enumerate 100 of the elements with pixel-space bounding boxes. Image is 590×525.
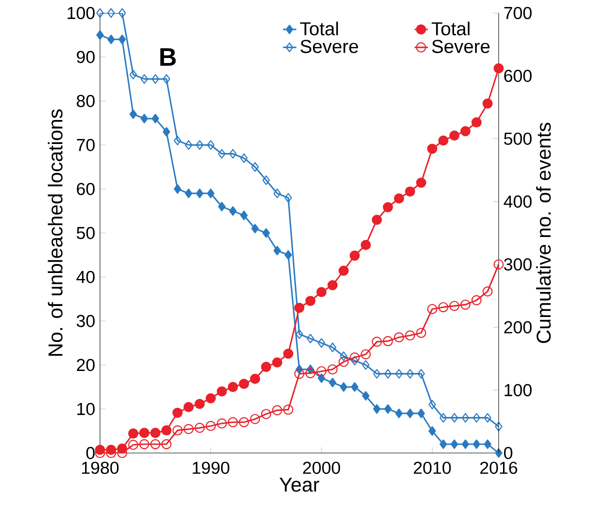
- point: [417, 408, 425, 418]
- point: [96, 8, 104, 18]
- point: [283, 348, 294, 359]
- y2-tick-label: 500: [504, 132, 532, 145]
- point: [240, 153, 248, 163]
- point: [360, 349, 371, 360]
- point: [251, 162, 259, 172]
- point: [229, 148, 237, 159]
- y-tick-label: 0: [86, 446, 95, 460]
- point: [294, 368, 304, 379]
- point: [207, 188, 214, 198]
- point: [228, 382, 238, 392]
- point: [406, 368, 414, 379]
- point: [140, 114, 148, 124]
- point: [484, 412, 492, 423]
- point: [318, 373, 326, 383]
- point: [395, 408, 403, 418]
- point: [229, 206, 237, 216]
- point: [128, 428, 138, 439]
- point: [294, 302, 304, 313]
- point: [482, 286, 493, 297]
- y2-tick-label: 200: [504, 321, 532, 334]
- point: [128, 440, 138, 450]
- point: [494, 422, 502, 432]
- point: [316, 366, 327, 376]
- point: [152, 74, 160, 84]
- point: [472, 412, 480, 423]
- point: [129, 70, 137, 80]
- point: [394, 193, 404, 204]
- point: [216, 418, 227, 429]
- point: [162, 74, 170, 84]
- x-tick-label: 2000: [303, 462, 340, 474]
- y-tick-label: 30: [76, 314, 95, 328]
- point: [384, 404, 392, 414]
- point: [327, 364, 338, 374]
- point: [362, 360, 370, 370]
- point: [394, 332, 404, 342]
- point: [172, 425, 183, 436]
- point: [196, 140, 204, 150]
- point: [305, 296, 316, 306]
- point: [482, 98, 493, 109]
- point: [440, 439, 448, 449]
- x-tick-label: 1980: [82, 462, 119, 474]
- point: [438, 302, 448, 312]
- point: [440, 412, 448, 423]
- point: [194, 422, 205, 433]
- point: [218, 202, 226, 212]
- point: [405, 186, 416, 197]
- point: [350, 382, 358, 392]
- point: [360, 240, 371, 250]
- point: [338, 356, 349, 367]
- point: [373, 368, 381, 379]
- point: [261, 408, 272, 420]
- y-tick-label: 20: [76, 358, 95, 372]
- y-tick-label: 70: [76, 138, 95, 152]
- point: [494, 259, 504, 270]
- y-tick-label: 40: [76, 270, 95, 284]
- point: [350, 250, 360, 261]
- x-axis-title: Year: [280, 478, 320, 492]
- point: [174, 184, 182, 194]
- point: [373, 404, 381, 414]
- point: [107, 8, 115, 18]
- y2-tick-label: 100: [504, 384, 532, 396]
- point: [460, 300, 471, 310]
- point: [427, 304, 438, 314]
- point: [340, 382, 348, 392]
- point: [238, 417, 250, 428]
- point: [150, 428, 160, 438]
- point: [250, 374, 260, 384]
- point: [139, 439, 150, 450]
- point: [382, 202, 393, 212]
- point: [96, 30, 104, 40]
- point: [240, 210, 248, 220]
- point: [140, 74, 148, 84]
- point: [350, 356, 358, 366]
- point: [416, 328, 426, 338]
- point: [449, 130, 460, 141]
- y-tick-label: 50: [76, 226, 95, 240]
- point: [184, 140, 192, 150]
- point: [250, 414, 260, 424]
- y2-axis-title: Cumulative no. of events: [536, 122, 551, 343]
- y2-tick-label: 0: [504, 446, 512, 460]
- point: [328, 378, 336, 388]
- point: [395, 368, 403, 379]
- y2-tick-label: 300: [504, 258, 532, 271]
- point: [316, 287, 327, 298]
- point: [460, 126, 471, 136]
- point: [206, 420, 216, 432]
- point: [184, 402, 194, 412]
- point: [340, 351, 348, 361]
- point: [494, 63, 504, 74]
- point: [338, 266, 349, 276]
- legend-label: Severe: [432, 40, 490, 54]
- annotation: B: [160, 48, 176, 66]
- y-tick-label: 10: [77, 402, 95, 416]
- point: [405, 330, 416, 341]
- point: [238, 378, 250, 389]
- point: [318, 338, 326, 348]
- point: [216, 386, 227, 396]
- point: [196, 188, 204, 198]
